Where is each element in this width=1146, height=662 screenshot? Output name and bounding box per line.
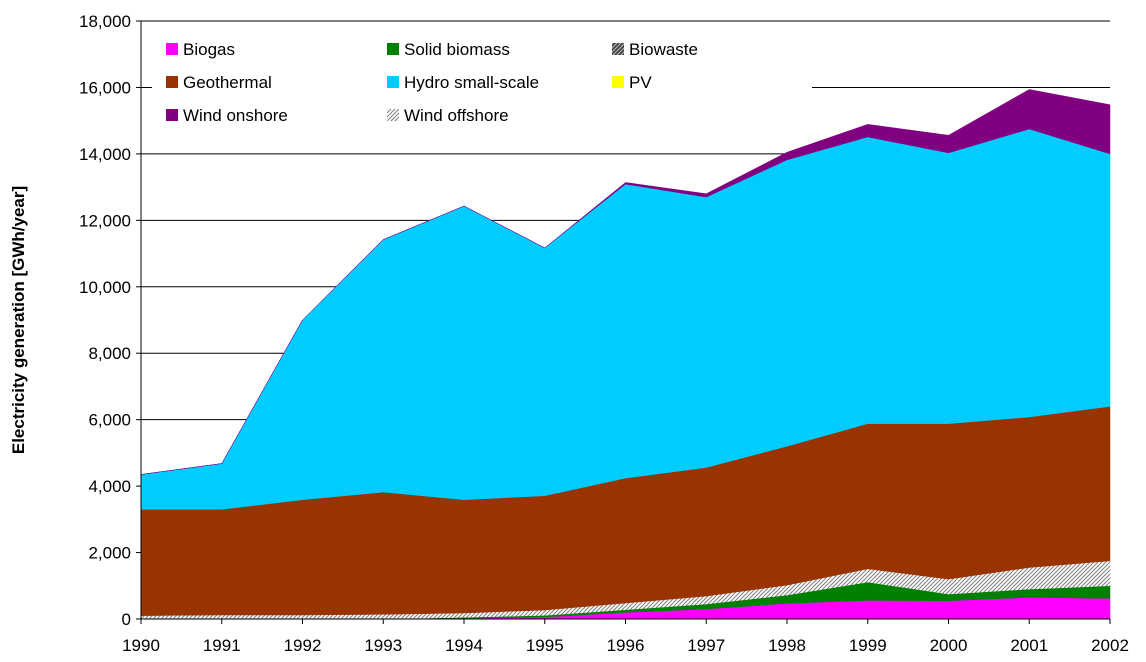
legend-swatch-wind-offshore (387, 109, 399, 121)
y-tick-label: 16,000 (79, 78, 131, 97)
y-tick-label: 4,000 (88, 477, 131, 496)
y-tick-labels: 0 2,000 4,000 6,000 8,000 10,000 12,000 14,000 1… (79, 12, 131, 629)
legend-background (152, 30, 812, 133)
y-tick-label: 6,000 (88, 411, 131, 430)
y-tick-label: 12,000 (79, 211, 131, 230)
axes (136, 20, 1111, 624)
x-tick-label: 1995 (526, 636, 564, 655)
legend-label-solid-biomass: Solid biomass (404, 40, 510, 59)
y-axis-title: Electricity generation [GWh/year] (9, 186, 28, 454)
x-tick-label: 1991 (203, 636, 241, 655)
legend-swatch-geothermal (166, 76, 178, 88)
x-tick-label: 2002 (1091, 636, 1129, 655)
y-tick-label: 8,000 (88, 344, 131, 363)
legend-label-hydro-small-scale: Hydro small-scale (404, 73, 539, 92)
x-tick-label: 1992 (284, 636, 322, 655)
legend-swatch-solid-biomass (387, 43, 399, 55)
legend-label-geothermal: Geothermal (183, 73, 272, 92)
legend-swatch-biowaste (612, 43, 624, 55)
y-tick-label: 10,000 (79, 278, 131, 297)
legend: Biogas Solid biomass Biowaste Geothermal Hyd… (152, 30, 1110, 133)
legend-label-biowaste: Biowaste (629, 40, 698, 59)
x-tick-label: 1993 (364, 636, 402, 655)
legend-label-biogas: Biogas (183, 40, 235, 59)
y-tick-label: 2,000 (88, 544, 131, 563)
legend-label-wind-offshore: Wind offshore (404, 106, 509, 125)
legend-swatch-hydro-small-scale (387, 76, 399, 88)
x-tick-label: 2001 (1010, 636, 1048, 655)
x-tick-label: 1998 (768, 636, 806, 655)
legend-swatch-pv (612, 76, 624, 88)
x-tick-label: 1997 (687, 636, 725, 655)
y-tick-label: 14,000 (79, 145, 131, 164)
legend-label-wind-onshore: Wind onshore (183, 106, 288, 125)
legend-swatch-biogas (166, 43, 178, 55)
y-tick-label: 18,000 (79, 12, 131, 31)
x-tick-label: 1999 (849, 636, 887, 655)
legend-label-pv: PV (629, 73, 652, 92)
x-tick-labels: 1990 1991 1992 1993 1994 1995 1996 1997 1998 1999… (122, 636, 1129, 655)
x-tick-label: 2000 (930, 636, 968, 655)
area-series-group (140, 89, 1111, 620)
y-tick-label: 0 (122, 610, 131, 629)
x-tick-label: 1994 (445, 636, 483, 655)
area-wind-onshore (140, 89, 1111, 475)
x-tick-label: 1990 (122, 636, 160, 655)
legend-swatch-wind-onshore (166, 109, 178, 121)
x-tick-label: 1996 (607, 636, 645, 655)
